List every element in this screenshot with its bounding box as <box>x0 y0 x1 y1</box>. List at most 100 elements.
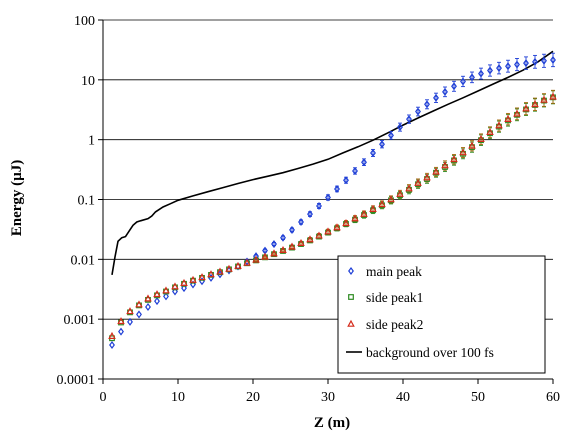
y-tick-label: 0.01 <box>71 253 96 268</box>
point-side-peak2 <box>261 252 269 260</box>
point-main-peak <box>136 310 142 319</box>
point-main-peak <box>541 56 547 65</box>
x-tick-label: 50 <box>471 390 485 405</box>
legend-label: background over 100 fs <box>366 345 494 360</box>
point-side-peak2 <box>378 200 386 208</box>
axes <box>98 19 554 384</box>
point-side-peak2 <box>162 286 170 294</box>
point-side-peak2 <box>459 148 467 156</box>
point-side-peak2 <box>198 273 206 281</box>
point-side-peak2 <box>468 141 476 149</box>
point-side-peak2 <box>324 227 332 235</box>
point-main-peak <box>469 73 475 82</box>
point-side-peak2 <box>279 245 287 254</box>
point-main-peak <box>334 184 340 193</box>
y-tick-label: 0.1 <box>78 194 96 209</box>
point-side-peak2 <box>549 92 557 100</box>
legend-entry-side-peak1: side peak1 <box>348 290 423 305</box>
point-main-peak <box>316 201 322 210</box>
x-tick-label: 40 <box>396 390 410 405</box>
error-bars-layer <box>254 52 555 262</box>
point-main-peak <box>370 148 376 157</box>
point-side-peak2 <box>306 235 314 243</box>
point-side-peak2 <box>360 209 368 217</box>
point-side-peak2 <box>153 290 161 298</box>
point-main-peak <box>397 123 403 132</box>
y-tick-label: 100 <box>74 14 95 29</box>
point-main-peak <box>325 193 331 202</box>
legend: main peak side peak1 side peak2 background … <box>337 255 546 374</box>
series-background-over-100-fs-line <box>111 50 554 276</box>
point-side-peak2 <box>351 214 359 222</box>
point-main-peak <box>514 60 520 69</box>
point-main-peak <box>172 287 178 296</box>
legend-swatch-triangle <box>347 319 355 327</box>
point-side-peak2 <box>504 114 512 122</box>
point-side-peak2 <box>387 195 395 203</box>
point-main-peak <box>451 82 457 91</box>
point-main-peak <box>424 100 430 109</box>
point-main-peak <box>433 93 439 102</box>
point-main-peak <box>298 218 304 227</box>
point-side-peak2 <box>243 258 251 266</box>
x-axis-title: Z (m) <box>314 415 350 431</box>
point-side-peak2 <box>135 300 143 308</box>
point-main-peak <box>253 252 259 261</box>
point-main-peak <box>442 87 448 96</box>
point-side-peak2 <box>144 294 152 302</box>
point-main-peak <box>361 158 367 167</box>
point-main-peak <box>118 327 124 336</box>
point-main-peak <box>523 59 529 68</box>
point-main-peak <box>271 240 277 249</box>
point-main-peak <box>127 317 133 326</box>
legend-label: main peak <box>366 264 422 279</box>
point-main-peak <box>415 107 421 116</box>
point-side-peak2 <box>450 155 458 163</box>
point-side-peak2 <box>333 223 341 231</box>
y-axis-title: Energy (µJ) <box>9 160 25 237</box>
point-side-peak2 <box>270 249 278 257</box>
y-tick-label: 1 <box>88 134 95 149</box>
point-side-peak2 <box>423 173 431 181</box>
point-main-peak <box>550 55 556 64</box>
legend-label: side peak1 <box>366 290 423 305</box>
point-side-peak2 <box>396 189 404 197</box>
x-tick-label: 30 <box>321 390 335 405</box>
point-side-peak2 <box>540 95 548 103</box>
point-main-peak <box>154 297 160 306</box>
point-main-peak <box>478 69 484 78</box>
legend-swatch-square <box>348 294 354 300</box>
y-tick-label: 0.0001 <box>57 373 96 388</box>
legend-entry-background-over-100-fs: background over 100 fs <box>346 345 494 360</box>
point-main-peak <box>163 292 169 301</box>
legend-entry-main-peak: main peak <box>348 264 422 279</box>
point-side-peak2 <box>495 121 503 129</box>
point-side-peak2 <box>189 275 197 283</box>
point-side-peak2 <box>522 104 530 112</box>
x-tick-label: 0 <box>100 390 107 405</box>
point-main-peak <box>343 176 349 185</box>
legend-box <box>337 255 546 374</box>
point-side-peak2 <box>477 134 485 142</box>
point-main-peak <box>505 62 511 71</box>
point-main-peak <box>181 284 187 293</box>
point-side-peak2 <box>369 204 377 212</box>
point-side-peak2 <box>171 282 179 290</box>
legend-swatch-diamond <box>348 266 354 276</box>
x-tick-label: 60 <box>546 390 560 405</box>
point-side-peak2 <box>288 242 296 250</box>
point-side-peak2 <box>441 161 449 169</box>
point-side-peak2 <box>414 178 422 186</box>
background-line-layer <box>111 50 554 276</box>
point-main-peak <box>532 57 538 66</box>
point-main-peak <box>289 225 295 234</box>
point-side-peak2 <box>252 255 260 263</box>
point-side-peak2 <box>342 219 350 227</box>
point-main-peak <box>280 233 286 242</box>
point-side-peak2 <box>531 100 539 108</box>
point-side-peak2 <box>117 317 125 325</box>
point-side-peak2 <box>108 331 116 339</box>
y-tick-label: 0.001 <box>64 313 96 328</box>
point-side-peak2 <box>225 264 233 272</box>
